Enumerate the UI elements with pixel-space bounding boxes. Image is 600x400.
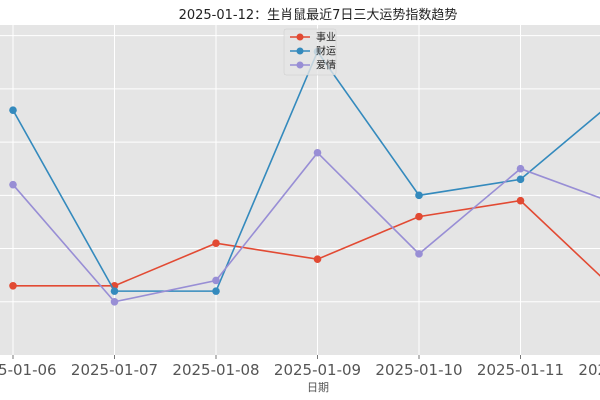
data-point-爱情 bbox=[313, 148, 322, 157]
data-point-爱情 bbox=[110, 297, 119, 306]
chart-title: 2025-01-12：生肖鼠最近7日三大运势指数趋势 bbox=[179, 7, 458, 23]
legend-label: 爱情 bbox=[316, 59, 336, 72]
data-point-财运 bbox=[110, 287, 119, 295]
data-point-事业 bbox=[9, 282, 17, 290]
data-point-财运 bbox=[516, 175, 525, 184]
data-point-事业 bbox=[415, 212, 423, 221]
x-axis-label: 日期 bbox=[307, 381, 329, 394]
data-point-财运 bbox=[212, 287, 220, 295]
data-point-事业 bbox=[313, 255, 322, 263]
legend-marker-爱情 bbox=[296, 61, 304, 69]
legend-marker-事业 bbox=[296, 33, 304, 41]
data-point-爱情 bbox=[415, 250, 423, 258]
x-tick-label: 2025-01-09 bbox=[274, 361, 361, 379]
x-tick-label: 2025-01-10 bbox=[375, 361, 462, 379]
legend-label: 财运 bbox=[316, 45, 336, 58]
data-point-爱情 bbox=[516, 164, 525, 173]
data-point-爱情 bbox=[9, 180, 17, 189]
legend-label: 事业 bbox=[316, 31, 336, 44]
plot-background bbox=[0, 25, 600, 355]
data-point-爱情 bbox=[212, 276, 220, 285]
x-tick-label: 2025-01-11 bbox=[477, 361, 564, 379]
legend-marker-财运 bbox=[296, 47, 304, 55]
x-tick-label: 2025-01-06 bbox=[0, 361, 57, 379]
data-point-事业 bbox=[212, 239, 220, 248]
x-tick-label: 2025-01-07 bbox=[71, 361, 158, 379]
x-tick-label: 2025-01-08 bbox=[172, 361, 259, 379]
data-point-财运 bbox=[415, 191, 423, 200]
data-point-财运 bbox=[9, 106, 17, 114]
data-point-事业 bbox=[516, 196, 525, 205]
x-tick-label: 2025-01-12 bbox=[578, 361, 600, 379]
x-tick-labels: 2025-01-06 2025-01-07 2025-01-08 2025-01-09… bbox=[0, 361, 600, 379]
